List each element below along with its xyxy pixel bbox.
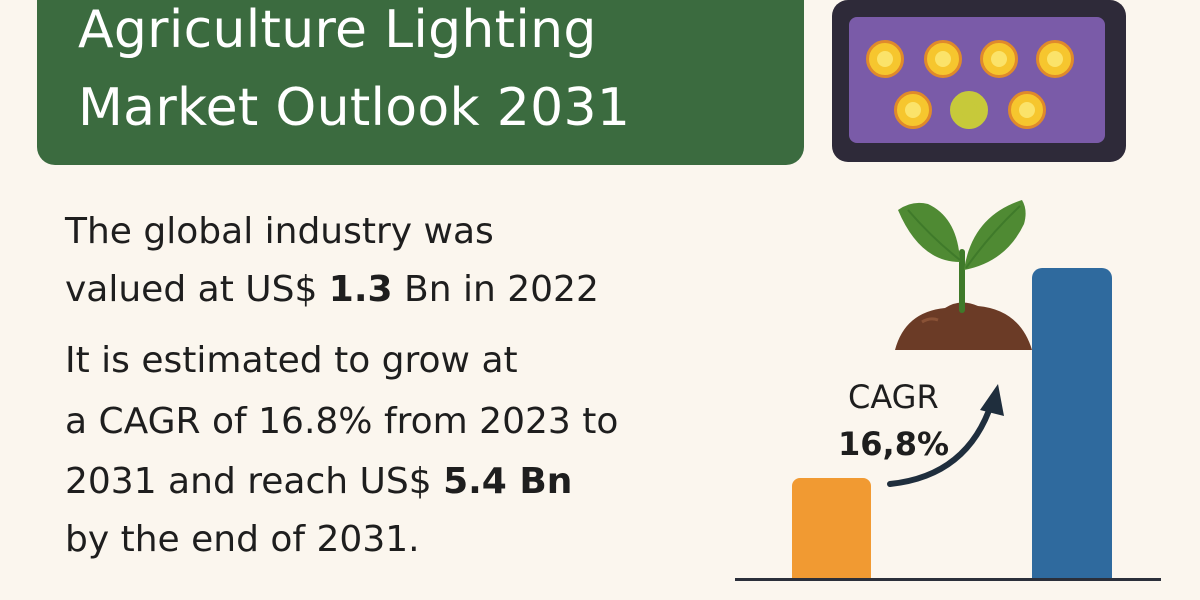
title-line-1: Agriculture Lighting (78, 0, 597, 60)
led-bulb (1008, 91, 1046, 129)
led-bulb (894, 91, 932, 129)
led-bulb (980, 40, 1018, 78)
stat-line-1: The global industry was (65, 211, 494, 252)
value-2031: 5.4 Bn (443, 461, 573, 502)
led-bulb (924, 40, 962, 78)
title-line-2: Market Outlook 2031 (78, 78, 631, 138)
stat-line-5-prefix: 2031 and reach US$ (65, 461, 444, 502)
stat-line-4: a CAGR of 16.8% from 2023 to (65, 401, 619, 442)
title-banner (37, 0, 804, 165)
value-2022: 1.3 (328, 269, 393, 310)
bar-2022 (792, 478, 871, 579)
cagr-label: CAGR (848, 378, 939, 416)
stat-line-2: valued at US$ 1.3 Bn in 2022 (65, 272, 599, 308)
chart-baseline (735, 578, 1161, 581)
seedling-icon (895, 200, 1032, 350)
stat-line-3: It is estimated to grow at (65, 340, 518, 381)
led-bulb (1036, 40, 1074, 78)
led-bulb-green (950, 91, 988, 129)
bar-2031 (1032, 268, 1112, 579)
cagr-value: 16,8% (838, 425, 950, 463)
led-bulb (866, 40, 904, 78)
stat-line-2-prefix: valued at US$ (65, 269, 329, 310)
stat-line-5: 2031 and reach US$ 5.4 Bn (65, 464, 572, 500)
stat-line-6: by the end of 2031. (65, 519, 420, 560)
stat-line-2-suffix: Bn in 2022 (392, 269, 599, 310)
growth-arrow-icon (887, 384, 1004, 487)
